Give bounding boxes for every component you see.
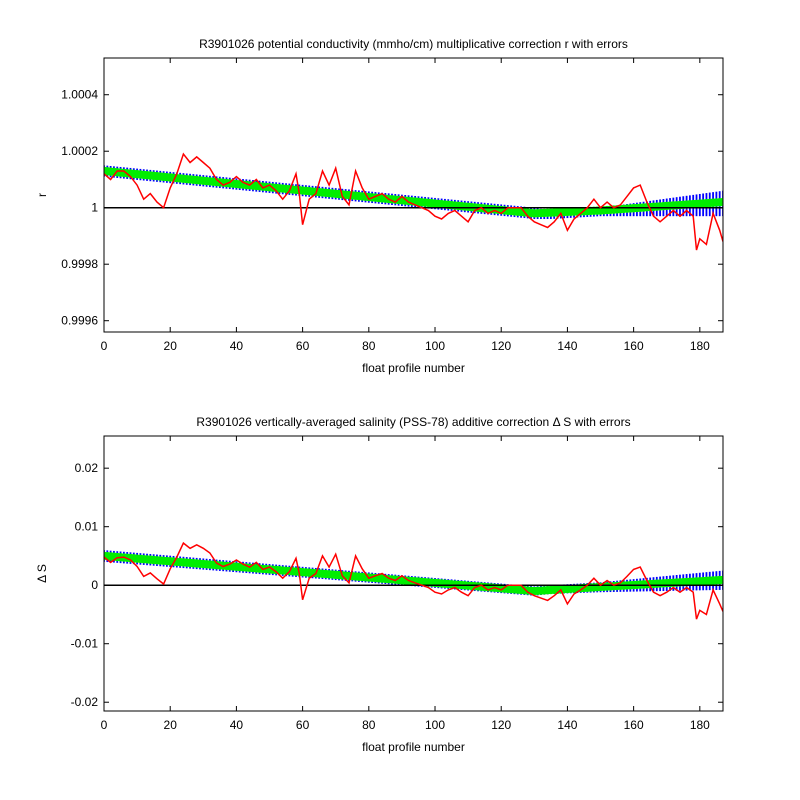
x-tick-label: 160 [624,718,644,732]
x-tick-label: 180 [690,339,710,353]
y-axis: 0.9996 0.9998 1 1.0002 1.0004 [61,88,723,328]
y-tick-label: 1.0002 [61,144,98,158]
y-tick-label: -0.01 [71,637,99,651]
x-tick-label: 180 [690,718,710,732]
fit-marker [718,575,723,585]
y-tick-label: 1.0004 [61,88,98,102]
y-axis: -0.02 -0.01 0 0.01 0.02 [71,461,723,709]
chart-r-correction: R3901026 potential conductivity (mmho/cm… [35,37,724,375]
plot-area [104,436,723,711]
x-tick-label: 0 [101,339,108,353]
x-axis-label: float profile number [362,740,465,754]
plot-frame [103,435,724,712]
x-axis: 0 20 40 60 80 100 120 140 160 180 [101,436,710,732]
fit-markers [104,166,723,218]
y-tick-label: 0.02 [75,461,99,475]
x-tick-label: 100 [425,718,445,732]
x-tick-label: 100 [425,339,445,353]
y-tick-label: 0.9996 [61,314,98,328]
x-tick-label: 40 [230,718,244,732]
y-tick-label: 0.9998 [61,257,98,271]
x-tick-label: 140 [557,718,577,732]
x-tick-label: 120 [491,339,511,353]
x-axis: 0 20 40 60 80 100 120 140 160 180 [101,58,710,353]
x-tick-label: 160 [624,339,644,353]
y-tick-label: -0.02 [71,695,99,709]
y-tick-label: 0 [91,578,98,592]
x-tick-label: 120 [491,718,511,732]
chart-salinity-correction: R3901026 vertically-averaged salinity (P… [35,415,724,754]
x-tick-label: 140 [557,339,577,353]
x-axis-label: float profile number [362,361,465,375]
x-tick-label: 80 [362,718,376,732]
raw-series-line [104,152,723,251]
raw-series-line [104,541,723,620]
y-tick-label: 1 [91,201,98,215]
plot-series [104,152,723,251]
x-tick-label: 80 [362,339,376,353]
x-tick-label: 60 [296,339,310,353]
x-tick-label: 40 [230,339,244,353]
chart-title: R3901026 vertically-averaged salinity (P… [196,415,630,429]
fit-marker [718,197,723,207]
y-axis-label: r [35,193,49,197]
plot-series [104,541,723,620]
plot-area [104,58,723,332]
x-tick-label: 20 [164,718,178,732]
y-axis-label: Δ S [35,564,49,583]
y-tick-label: 0.01 [75,520,99,534]
x-tick-label: 60 [296,718,310,732]
chart-title: R3901026 potential conductivity (mmho/cm… [199,37,628,51]
x-tick-label: 20 [164,339,178,353]
plot-frame [103,57,724,333]
x-tick-label: 0 [101,718,108,732]
